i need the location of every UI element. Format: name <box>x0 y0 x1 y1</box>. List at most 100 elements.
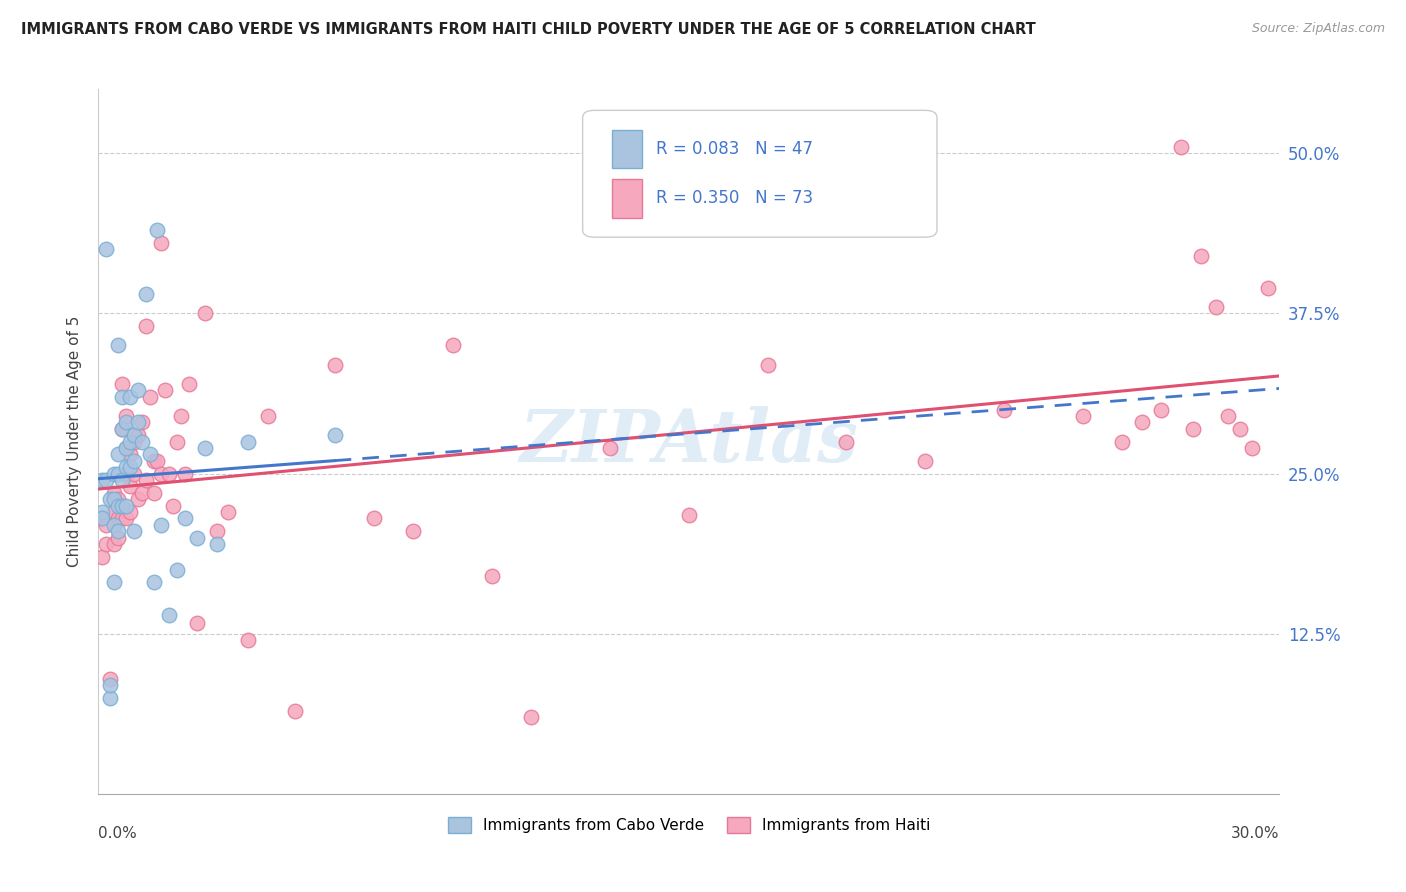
Point <box>177 376 200 391</box>
Point <box>115 409 138 423</box>
Point <box>111 422 134 436</box>
Point <box>118 479 141 493</box>
Point <box>1170 140 1192 154</box>
Point <box>107 467 129 481</box>
Point <box>118 505 141 519</box>
Point <box>157 467 180 481</box>
Point <box>107 447 129 461</box>
Point <box>1229 422 1251 436</box>
Point <box>103 485 125 500</box>
Point <box>186 616 208 631</box>
Point <box>170 409 193 423</box>
Point <box>205 537 228 551</box>
Point <box>103 517 125 532</box>
Point <box>1189 249 1212 263</box>
Point <box>122 524 145 539</box>
Point <box>103 575 125 590</box>
Point <box>1181 422 1204 436</box>
Point <box>135 473 157 487</box>
Point <box>122 428 145 442</box>
Point <box>135 287 157 301</box>
Point <box>914 454 936 468</box>
Point <box>115 441 138 455</box>
Point <box>98 672 121 686</box>
Point <box>138 390 160 404</box>
Point <box>1130 415 1153 429</box>
Point <box>107 338 129 352</box>
Point <box>284 704 307 718</box>
Point <box>91 511 114 525</box>
Point <box>111 390 134 404</box>
Point <box>96 243 118 257</box>
Point <box>115 460 138 475</box>
Point <box>217 505 239 519</box>
Text: Source: ZipAtlas.com: Source: ZipAtlas.com <box>1251 22 1385 36</box>
Point <box>118 390 141 404</box>
Point <box>111 511 134 525</box>
Point <box>107 531 129 545</box>
Point <box>115 415 138 429</box>
Point <box>402 524 425 539</box>
Point <box>127 415 149 429</box>
Point <box>205 524 228 539</box>
Text: R = 0.083   N = 47: R = 0.083 N = 47 <box>655 140 813 158</box>
Text: IMMIGRANTS FROM CABO VERDE VS IMMIGRANTS FROM HAITI CHILD POVERTY UNDER THE AGE : IMMIGRANTS FROM CABO VERDE VS IMMIGRANTS… <box>21 22 1036 37</box>
Point <box>142 454 165 468</box>
Point <box>127 492 149 507</box>
Point <box>1240 441 1263 455</box>
Point <box>107 524 129 539</box>
Point <box>1205 300 1227 314</box>
Point <box>115 511 138 525</box>
Point <box>236 633 259 648</box>
FancyBboxPatch shape <box>612 179 641 218</box>
FancyBboxPatch shape <box>582 111 936 237</box>
FancyBboxPatch shape <box>612 129 641 169</box>
Point <box>127 384 149 398</box>
Point <box>1150 402 1173 417</box>
Point <box>599 441 621 455</box>
Point <box>107 499 129 513</box>
Point <box>174 511 197 525</box>
Point <box>115 441 138 455</box>
Point <box>993 402 1015 417</box>
Point <box>162 499 184 513</box>
Point <box>142 575 165 590</box>
Point <box>115 499 138 513</box>
Point <box>98 678 121 692</box>
Text: ZIPAtlas: ZIPAtlas <box>520 406 858 477</box>
Point <box>118 447 141 461</box>
Point <box>323 358 346 372</box>
Point <box>111 422 134 436</box>
Point <box>135 319 157 334</box>
Point <box>111 473 134 487</box>
Point <box>131 485 153 500</box>
Point <box>122 454 145 468</box>
Text: 30.0%: 30.0% <box>1232 826 1279 840</box>
Point <box>236 434 259 449</box>
Point <box>91 549 114 564</box>
Point <box>1071 409 1094 423</box>
Point <box>1218 409 1240 423</box>
Point <box>194 306 217 320</box>
Point <box>98 690 121 705</box>
Point <box>150 235 173 250</box>
Point <box>194 441 217 455</box>
Point <box>131 415 153 429</box>
Point <box>323 428 346 442</box>
Point <box>186 531 208 545</box>
Point <box>138 447 160 461</box>
Point <box>91 511 114 525</box>
Point <box>103 467 125 481</box>
Point <box>520 710 543 724</box>
Point <box>157 607 180 622</box>
Point <box>155 384 177 398</box>
Text: R = 0.350   N = 73: R = 0.350 N = 73 <box>655 189 813 208</box>
Point <box>166 434 188 449</box>
Point <box>1111 434 1133 449</box>
Point <box>756 358 779 372</box>
Point <box>131 434 153 449</box>
Point <box>115 467 138 481</box>
Point <box>91 473 114 487</box>
Point <box>166 563 188 577</box>
Point <box>1257 281 1279 295</box>
